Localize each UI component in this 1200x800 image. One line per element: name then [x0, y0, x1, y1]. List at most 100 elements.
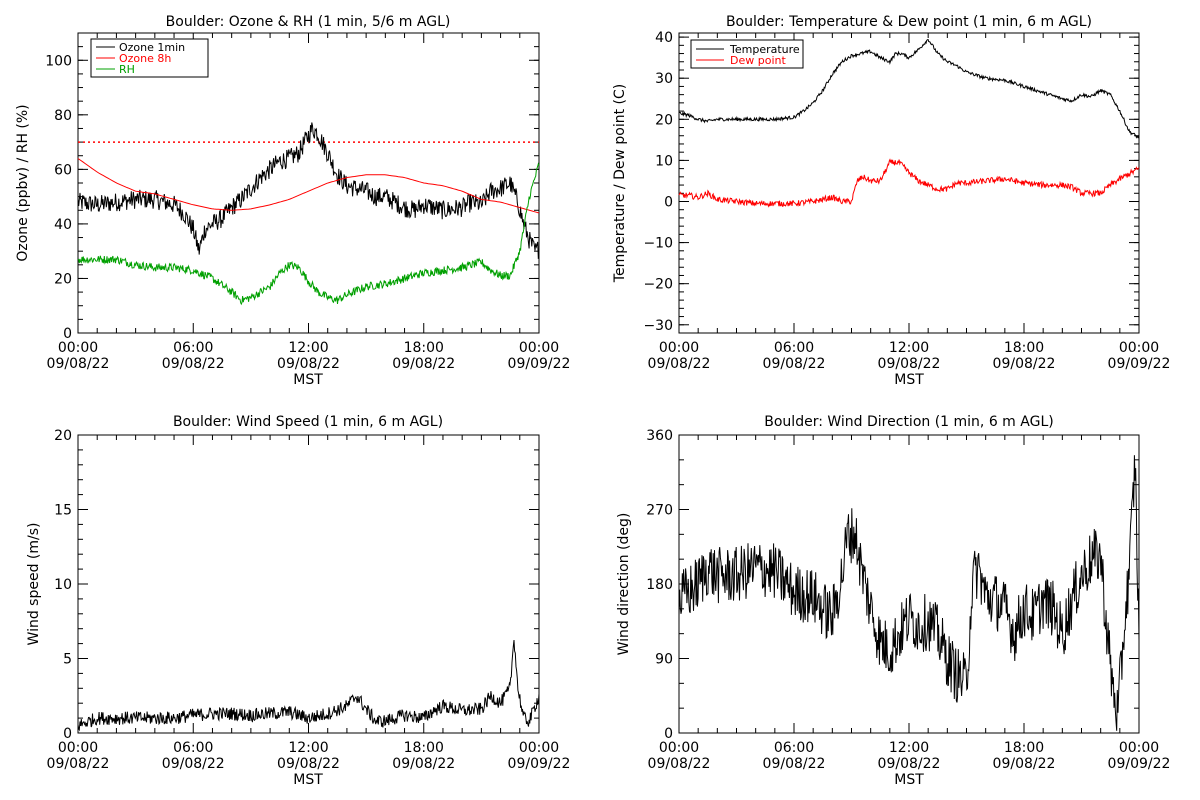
- ozone-legend: Ozone 1min Ozone 8h RH: [90, 38, 209, 78]
- x-tick-label-time: 06:00: [173, 740, 213, 756]
- x-tick-label-date: 09/08/22: [47, 356, 110, 372]
- ozone-panel-title: Boulder: Ozone & RH (1 min, 5/6 m AGL): [166, 14, 451, 30]
- x-tick-label-date: 09/09/22: [508, 356, 571, 372]
- y-tick-label: 360: [646, 428, 673, 444]
- legend-label-ozone-1min: Ozone 1min: [119, 41, 185, 54]
- ozone-ylabel: Ozone (ppbv) / RH (%): [15, 104, 31, 261]
- x-tick-label-time: 18:00: [404, 340, 444, 356]
- x-tick-label-time: 00:00: [58, 740, 98, 756]
- x-tick-label-time: 06:00: [173, 340, 213, 356]
- wind-direction-panel-title: Boulder: Wind Direction (1 min, 6 m AGL): [764, 414, 1053, 430]
- wind-speed-xlabel: MST: [293, 772, 323, 788]
- wind-speed-series: [77, 639, 540, 732]
- y-tick-label: 270: [646, 503, 673, 519]
- x-tick-label-time: 00:00: [519, 340, 559, 356]
- temperature-legend: Temperature Dew point: [690, 39, 804, 69]
- y-tick-label: −10: [643, 236, 673, 252]
- x-tick-label-date: 09/08/22: [47, 756, 110, 772]
- temperature-panel-title: Boulder: Temperature & Dew point (1 min,…: [726, 14, 1092, 30]
- series-line-wind-dir: [678, 455, 1140, 731]
- wind-direction-panel: Boulder: Wind Direction (1 min, 6 m AGL)…: [616, 414, 1170, 788]
- x-tick-label-date: 09/08/22: [648, 356, 711, 372]
- wind-speed-ylabel: Wind speed (m/s): [26, 523, 42, 646]
- ozone-plot-frame: [77, 32, 540, 334]
- y-tick-label: 100: [45, 53, 72, 69]
- series-line-ozone-8h: [77, 158, 540, 214]
- x-tick-label-date: 09/08/22: [763, 356, 826, 372]
- wind-speed-panel-title: Boulder: Wind Speed (1 min, 6 m AGL): [173, 414, 443, 430]
- x-tick-label-date: 09/08/22: [993, 756, 1056, 772]
- y-tick-label: 0: [664, 726, 673, 742]
- x-tick-label-time: 06:00: [774, 740, 814, 756]
- y-tick-label: 20: [54, 428, 72, 444]
- x-tick-label-time: 00:00: [58, 340, 98, 356]
- y-tick-label: 30: [655, 71, 673, 87]
- x-tick-label-date: 09/08/22: [993, 356, 1056, 372]
- y-tick-label: 10: [655, 153, 673, 169]
- wind-direction-ylabel: Wind direction (deg): [616, 513, 632, 656]
- legend-label-dew-point: Dew point: [730, 54, 786, 67]
- y-tick-label: 60: [54, 162, 72, 178]
- ozone-series: [77, 122, 540, 306]
- x-tick-label-date: 09/08/22: [392, 756, 455, 772]
- wind-speed-panel: Boulder: Wind Speed (1 min, 6 m AGL) 00:…: [26, 414, 570, 788]
- y-tick-label: 0: [63, 326, 72, 342]
- x-tick-label-time: 12:00: [288, 340, 328, 356]
- series-line-rh: [77, 162, 540, 306]
- wind-direction-plot-frame: [678, 434, 1140, 734]
- y-tick-label: 20: [54, 271, 72, 287]
- y-tick-label: 15: [54, 503, 72, 519]
- temperature-xlabel: MST: [894, 372, 924, 388]
- ozone-rh-panel: Boulder: Ozone & RH (1 min, 5/6 m AGL) 0…: [15, 14, 570, 388]
- y-tick-label: −30: [643, 318, 673, 334]
- y-tick-label: −20: [643, 277, 673, 293]
- x-tick-label-date: 09/09/22: [1108, 756, 1171, 772]
- y-tick-label: 80: [54, 108, 72, 124]
- temperature-ylabel: Temperature / Dew point (C): [612, 84, 628, 283]
- x-tick-label-time: 00:00: [1119, 340, 1159, 356]
- y-tick-label: 0: [63, 726, 72, 742]
- x-tick-label-time: 12:00: [889, 740, 929, 756]
- x-tick-label-date: 09/08/22: [878, 356, 941, 372]
- ozone-xlabel: MST: [293, 372, 323, 388]
- temperature-axes: 00:0009/08/2206:0009/08/2212:0009/08/221…: [643, 30, 1170, 372]
- y-tick-label: 10: [54, 577, 72, 593]
- legend-label-temperature: Temperature: [729, 43, 800, 56]
- x-tick-label-date: 09/09/22: [508, 756, 571, 772]
- series-line-ozone-1min: [77, 122, 540, 260]
- x-tick-label-time: 06:00: [774, 340, 814, 356]
- wind-speed-plot-frame: [77, 434, 540, 734]
- x-tick-label-date: 09/08/22: [763, 756, 826, 772]
- x-tick-label-time: 00:00: [659, 340, 699, 356]
- x-tick-label-date: 09/09/22: [1108, 356, 1171, 372]
- x-tick-label-date: 09/08/22: [277, 756, 340, 772]
- y-tick-label: 90: [655, 652, 673, 668]
- temperature-dewpoint-panel: Boulder: Temperature & Dew point (1 min,…: [612, 14, 1170, 388]
- wind-direction-axes: 00:0009/08/2206:0009/08/2212:0009/08/221…: [646, 428, 1170, 772]
- y-tick-label: 40: [54, 217, 72, 233]
- x-tick-label-date: 09/08/22: [392, 356, 455, 372]
- series-line-temperature: [678, 39, 1140, 140]
- x-tick-label-date: 09/08/22: [162, 756, 225, 772]
- y-tick-label: 5: [63, 652, 72, 668]
- temperature-series: [678, 39, 1140, 208]
- series-line-dew-point: [678, 158, 1140, 208]
- x-tick-label-time: 18:00: [1004, 340, 1044, 356]
- x-tick-label-time: 00:00: [659, 740, 699, 756]
- x-tick-label-time: 12:00: [288, 740, 328, 756]
- x-tick-label-time: 00:00: [519, 740, 559, 756]
- legend-label-ozone-8h: Ozone 8h: [119, 52, 171, 65]
- wind-direction-xlabel: MST: [894, 772, 924, 788]
- x-tick-label-date: 09/08/22: [878, 756, 941, 772]
- y-tick-label: 0: [664, 194, 673, 210]
- legend-label-rh: RH: [119, 63, 135, 76]
- ozone-axes: 00:0009/08/2206:0009/08/2212:0009/08/221…: [45, 32, 571, 372]
- x-tick-label-time: 00:00: [1119, 740, 1159, 756]
- y-tick-label: 180: [646, 577, 673, 593]
- series-line-wind-speed: [77, 639, 540, 732]
- x-tick-label-date: 09/08/22: [277, 356, 340, 372]
- x-tick-label-time: 18:00: [1004, 740, 1044, 756]
- temperature-legend-box: [690, 39, 804, 69]
- y-tick-label: 40: [655, 30, 673, 46]
